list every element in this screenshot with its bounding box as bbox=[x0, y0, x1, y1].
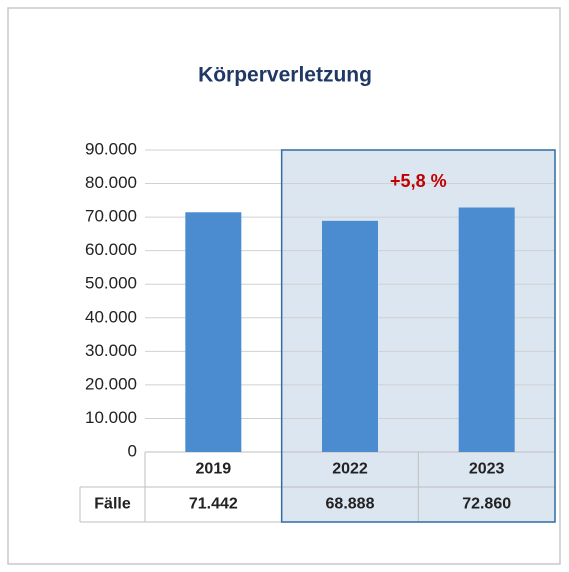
table-value: 72.860 bbox=[462, 496, 511, 513]
bar bbox=[458, 207, 515, 452]
x-tick-label: 2019 bbox=[196, 461, 232, 478]
bar bbox=[322, 220, 378, 452]
y-tick-label: 20.000 bbox=[85, 374, 137, 393]
highlight-border bbox=[280, 149, 556, 523]
table-value: 71.442 bbox=[189, 496, 238, 513]
y-tick-label: 60.000 bbox=[85, 240, 137, 259]
bar bbox=[185, 212, 242, 452]
row-label: Fälle bbox=[94, 496, 131, 513]
y-tick-label: 0 bbox=[128, 441, 137, 460]
annotation: +5,8 % bbox=[390, 171, 447, 191]
y-tick-label: 30.000 bbox=[85, 341, 137, 360]
y-tick-label: 10.000 bbox=[85, 408, 137, 427]
y-tick-label: 90.000 bbox=[85, 139, 137, 158]
y-tick-label: 70.000 bbox=[85, 207, 137, 226]
x-tick-label: 2023 bbox=[469, 461, 505, 478]
y-tick-label: 50.000 bbox=[85, 274, 137, 293]
y-tick-label: 40.000 bbox=[85, 307, 137, 326]
y-tick-label: 80.000 bbox=[85, 173, 137, 192]
chart-title: Körperverletzung bbox=[198, 64, 372, 87]
table-value: 68.888 bbox=[326, 496, 375, 513]
x-tick-label: 2022 bbox=[332, 461, 368, 478]
